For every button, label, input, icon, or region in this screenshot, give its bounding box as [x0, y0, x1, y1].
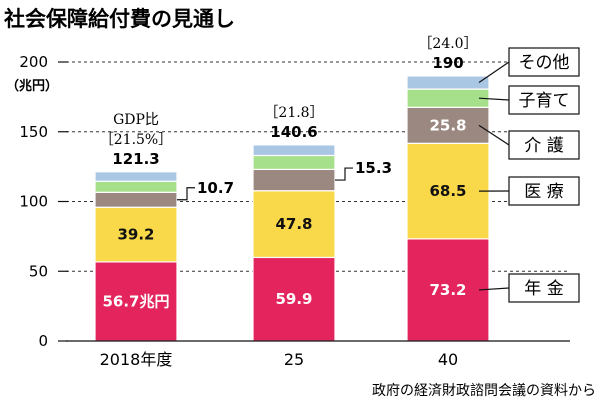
data-label: 39.2	[117, 226, 154, 244]
source-note: 政府の経済財政諮問会議の資料から	[372, 382, 596, 399]
segment-labels: 56.7兆円 39.2 59.9 47.8 73.2 68.5 25.8	[102, 116, 466, 310]
y-tick-label: 50	[29, 262, 48, 280]
legend-leader	[478, 287, 510, 291]
legend-box	[508, 85, 580, 115]
chart-title: 社会保障給付費の見通し	[3, 7, 235, 31]
bar-segment	[252, 256, 336, 342]
bar-segment	[406, 75, 490, 90]
bars	[94, 75, 490, 342]
data-label: 56.7兆円	[102, 292, 169, 310]
bar-segment	[252, 144, 336, 157]
x-tick-label: 2018年度	[100, 350, 173, 369]
y-tick-label: 100	[19, 193, 48, 211]
gdp-ratio-label: ［21.5%］	[100, 132, 172, 148]
total-label: 121.3	[112, 150, 159, 168]
legend-box	[508, 130, 580, 160]
x-tick-label: 25	[284, 350, 304, 369]
data-label: 59.9	[275, 290, 312, 308]
legend-label: 医 療	[524, 182, 563, 202]
bar-segment	[252, 168, 336, 192]
total-label: 190	[432, 54, 463, 72]
legend-label: 年 金	[524, 279, 563, 299]
gdp-ratio-heading: GDP比	[113, 112, 159, 128]
legend-box	[508, 47, 580, 77]
bar-segment	[406, 106, 490, 144]
callout-label: 15.3	[355, 159, 392, 177]
y-tick-label: 150	[19, 123, 48, 141]
data-label: 73.2	[429, 281, 466, 299]
callout-line	[335, 167, 353, 181]
bar-segment	[406, 88, 490, 108]
legend-label: 介 護	[524, 136, 563, 156]
bar-segment	[94, 191, 178, 208]
callout-line	[177, 187, 195, 201]
legend-leader	[478, 97, 510, 101]
bar-segment	[406, 238, 490, 342]
total-label: 140.6	[270, 123, 317, 141]
data-label: 47.8	[275, 215, 312, 233]
y-axis-ticks: 0 50 100 150 200	[19, 53, 68, 350]
legend-leader	[478, 61, 510, 84]
callout-label: 10.7	[197, 179, 234, 197]
y-tick-label: 0	[38, 332, 48, 350]
data-label: 25.8	[429, 116, 466, 134]
bar-segment	[252, 154, 336, 171]
legend-label: その他	[519, 53, 570, 73]
legend-leader	[478, 124, 510, 146]
bar-segment	[94, 261, 178, 342]
bar-segment	[94, 180, 178, 193]
bar-segment	[406, 142, 490, 240]
legend: 年 金 医 療 介 護 子育て その他	[478, 47, 580, 303]
data-label: 68.5	[429, 182, 466, 200]
gdp-ratio-label: ［21.8］	[264, 105, 323, 121]
y-tick-label: 200	[19, 53, 48, 71]
bar-segment	[94, 206, 178, 263]
legend-label: 子育て	[519, 91, 570, 111]
gdp-ratio-label: ［24.0］	[418, 36, 477, 52]
legend-box	[508, 273, 580, 303]
bar-segment	[252, 190, 336, 259]
bar-segment	[94, 171, 178, 182]
legend-box	[508, 176, 580, 206]
x-axis-ticks: 2018年度 25 40	[100, 350, 459, 369]
y-axis-unit: （兆円）	[6, 78, 58, 94]
x-tick-label: 40	[438, 350, 458, 369]
annotations: 121.3 ［21.5%］ 140.6 ［21.8］ 190 ［24.0］ GDP比 10.7…	[100, 36, 478, 201]
